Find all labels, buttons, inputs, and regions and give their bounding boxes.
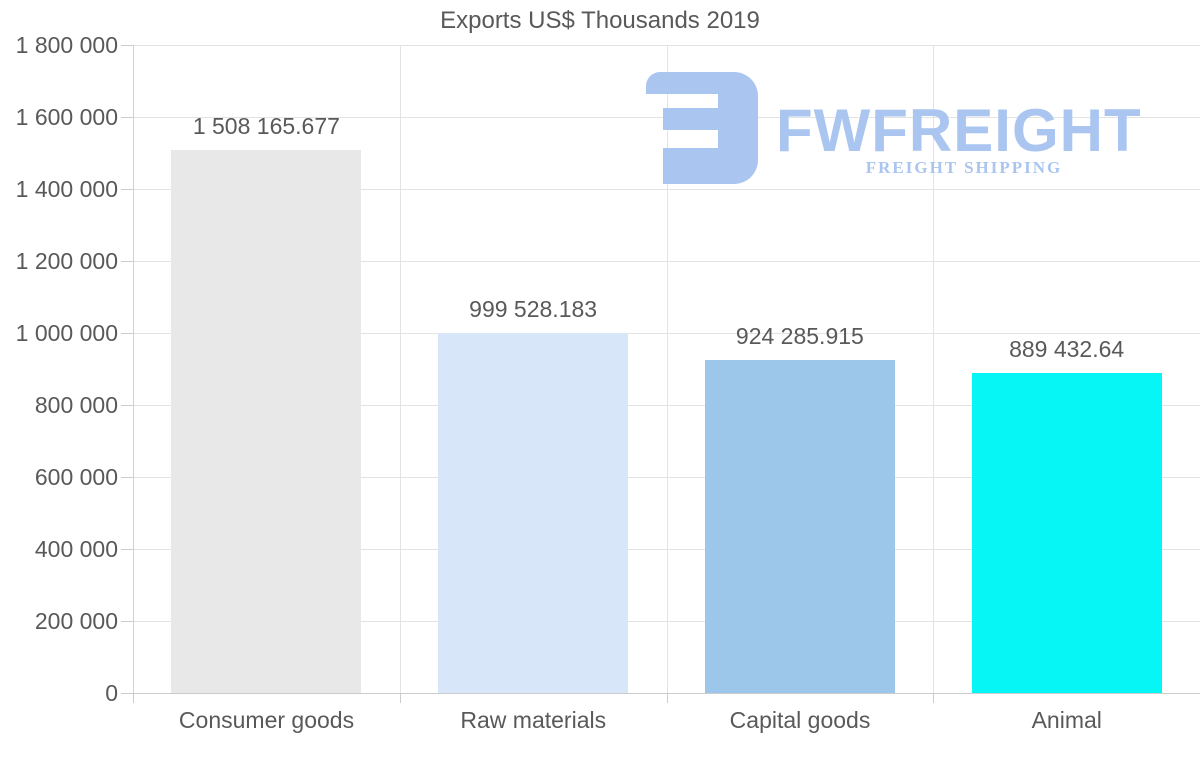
bar-value-label: 924 285.915 [735, 323, 864, 350]
logo-wordmark: FWFREIGHT [776, 97, 1142, 164]
x-axis-tick [133, 693, 134, 703]
y-axis-line [133, 45, 134, 703]
y-axis-tick [121, 333, 133, 334]
gridline-vertical [399, 45, 401, 693]
y-axis-tick [121, 477, 133, 478]
bar-capital-goods [704, 360, 895, 693]
bar-value-label: 999 528.183 [469, 296, 598, 323]
y-tick-label: 800 000 [34, 392, 118, 418]
x-axis-tick [399, 693, 401, 703]
y-tick-label: 1 400 000 [15, 176, 118, 202]
bar-consumer-goods [171, 150, 362, 693]
y-tick-label: 600 000 [34, 464, 118, 490]
y-tick-label: 1 800 000 [15, 32, 118, 58]
x-axis-tick [933, 693, 935, 703]
bar-value-label: 1 508 165.677 [192, 113, 340, 140]
category-label: Capital goods [729, 707, 871, 733]
y-tick-label: 0 [105, 680, 118, 706]
bar-animal [971, 372, 1162, 693]
y-axis-tick [121, 189, 133, 190]
plot-area: 1 508 165.677 999 528.183 924 285.915 889 4… [121, 45, 1200, 703]
y-axis-tick [121, 549, 133, 550]
fwfreight-logo-glyph-path [646, 72, 758, 184]
bar-value-label: 889 432.64 [1009, 335, 1125, 362]
fwfreight-logo: FWFREIGHT FREIGHT SHIPPING [646, 72, 1156, 184]
y-tick-label: 1 600 000 [15, 104, 118, 130]
chart-title: Exports US$ Thousands 2019 [440, 7, 760, 34]
x-axis-tick [666, 693, 668, 703]
bar-raw-materials [438, 333, 629, 693]
y-axis-tick [121, 261, 133, 262]
y-tick-label: 200 000 [34, 608, 118, 634]
gridline-vertical [933, 45, 935, 693]
y-axis-tick [121, 693, 133, 694]
y-axis-tick [121, 621, 133, 622]
fwfreight-logo-icon [646, 72, 758, 184]
y-axis-tick [121, 117, 133, 118]
logo-tagline: FREIGHT SHIPPING [865, 158, 1063, 177]
y-axis-tick [121, 45, 133, 46]
y-tick-label: 1 200 000 [15, 248, 118, 274]
y-tick-label: 1 000 000 [15, 320, 118, 346]
y-axis-tick [121, 405, 133, 406]
category-label: Consumer goods [178, 707, 355, 733]
gridline-vertical [666, 45, 668, 693]
y-tick-label: 400 000 [34, 536, 118, 562]
category-label: Animal [1031, 707, 1102, 733]
category-label: Raw materials [460, 707, 607, 733]
